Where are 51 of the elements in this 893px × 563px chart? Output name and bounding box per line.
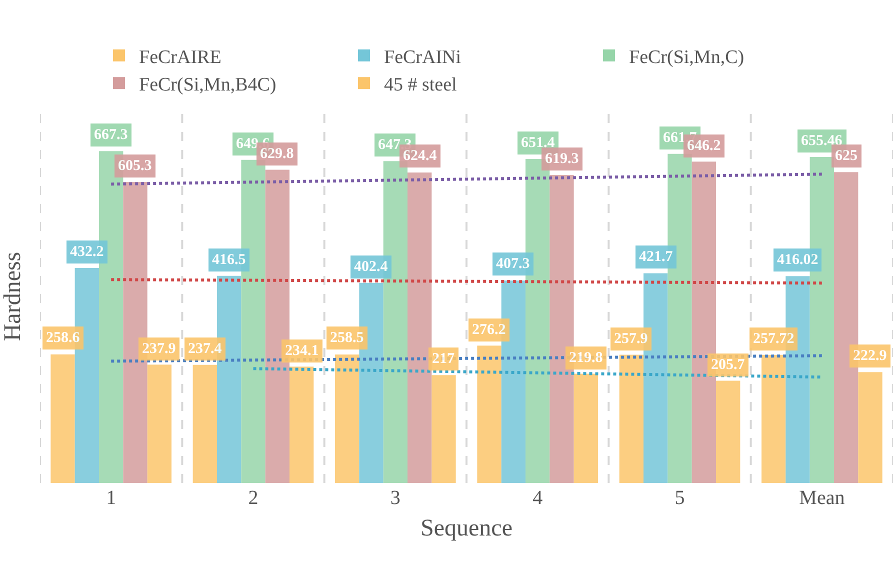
data-label: 667.3 [94, 127, 128, 143]
data-label: 217 [432, 351, 455, 367]
data-label: 257.72 [753, 331, 794, 347]
bar [432, 375, 456, 483]
data-label: 258.6 [46, 330, 80, 346]
x-tick-label: 5 [674, 487, 685, 509]
data-label: 237.9 [142, 341, 176, 357]
data-label: 257.9 [614, 331, 648, 347]
data-label: 276.2 [472, 322, 506, 338]
data-label: 651.4 [521, 135, 556, 151]
data-label: 625 [835, 148, 858, 164]
x-axis-title: Sequence [420, 515, 512, 542]
data-label: 655.46 [801, 133, 843, 149]
bar [192, 364, 217, 483]
bar [335, 354, 360, 483]
legend-label: FeCrAIRE [139, 46, 222, 68]
data-label: 605.3 [118, 158, 152, 174]
legend-label: FeCrAINi [384, 46, 462, 68]
data-label: 402.4 [354, 259, 388, 275]
data-label: 619.3 [545, 151, 579, 167]
bar [477, 346, 502, 483]
bar [716, 380, 740, 483]
x-tick-label: 4 [532, 487, 543, 509]
data-label: 222.9 [853, 348, 887, 364]
bar [408, 172, 432, 483]
data-label: 258.5 [330, 330, 364, 346]
x-tick-label: 1 [106, 487, 116, 509]
legend-label: FeCr(Si,Mn,B4C) [139, 74, 276, 96]
legend-label: 45 # steel [384, 74, 457, 96]
x-tick-label: 2 [248, 487, 258, 509]
bar [619, 354, 644, 483]
bar [50, 354, 75, 483]
bar [290, 366, 314, 483]
bar [147, 364, 172, 483]
data-label: 205.7 [711, 357, 746, 373]
data-label: 646.2 [687, 138, 721, 154]
x-tick-label: Mean [799, 487, 845, 509]
legend-label: FeCr(Si,Mn,C) [629, 46, 744, 68]
data-label: 416.5 [212, 252, 246, 268]
bar [762, 354, 786, 483]
data-label: 421.7 [639, 249, 674, 265]
data-label: 407.3 [496, 256, 530, 272]
y-axis-title: Hardness [0, 252, 26, 342]
data-label: 432.2 [70, 244, 104, 260]
data-label: 237.4 [188, 341, 222, 357]
data-label: 234.1 [285, 343, 319, 359]
data-label: 219.8 [569, 350, 603, 366]
data-label: 416.02 [777, 252, 818, 268]
bar [858, 372, 882, 483]
x-tick-label: 3 [390, 487, 400, 509]
bar [574, 374, 598, 483]
